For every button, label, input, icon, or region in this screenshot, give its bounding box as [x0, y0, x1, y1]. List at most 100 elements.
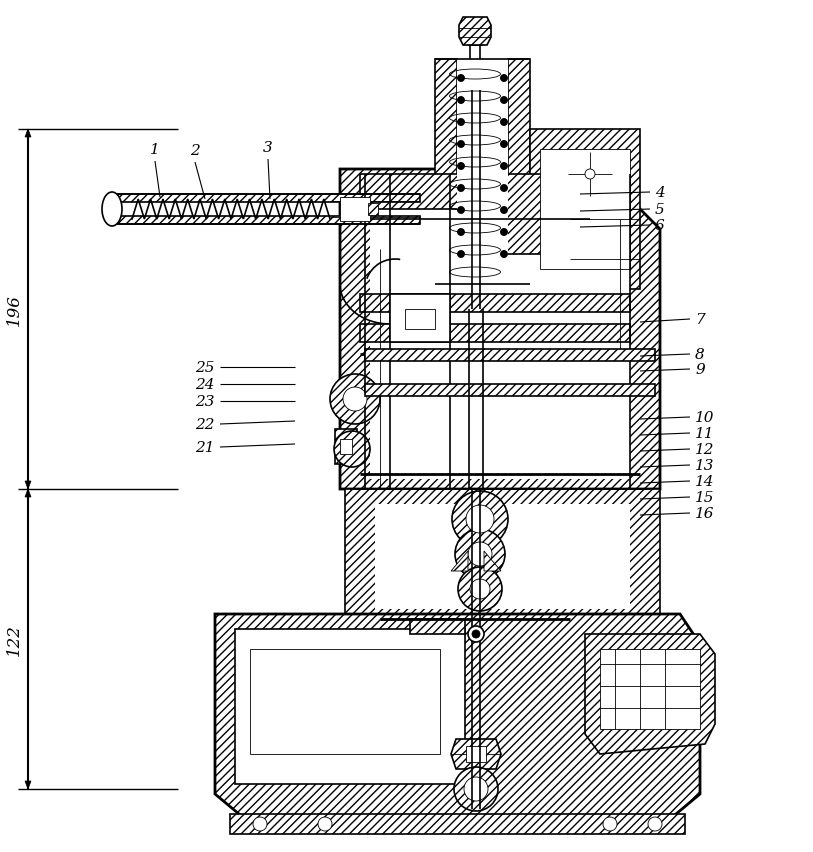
Circle shape [458, 185, 464, 193]
Text: 5: 5 [655, 203, 665, 216]
Circle shape [501, 207, 507, 214]
Text: 22: 22 [195, 417, 215, 431]
Circle shape [468, 543, 492, 567]
Circle shape [318, 817, 332, 831]
Circle shape [501, 76, 507, 83]
Text: 14: 14 [695, 475, 715, 488]
Bar [410, 619, 465, 634]
Circle shape [648, 817, 662, 831]
Text: 12: 12 [695, 442, 715, 457]
Circle shape [458, 567, 502, 611]
Circle shape [501, 164, 507, 170]
Circle shape [464, 777, 488, 801]
Polygon shape [25, 781, 31, 789]
Circle shape [470, 579, 490, 599]
Polygon shape [25, 130, 31, 138]
Circle shape [343, 388, 367, 412]
Text: 3: 3 [263, 141, 273, 155]
Bar [530, 130, 640, 290]
Polygon shape [585, 634, 715, 754]
Bar [435, 60, 457, 285]
Bar [600, 649, 700, 729]
Bar [340, 440, 352, 454]
Bar [360, 295, 630, 313]
Circle shape [501, 229, 507, 236]
Text: 9: 9 [695, 363, 705, 377]
Bar [457, 60, 508, 285]
Text: 11: 11 [695, 427, 715, 440]
Bar [390, 295, 450, 343]
Circle shape [468, 626, 484, 642]
Polygon shape [459, 18, 491, 46]
Circle shape [458, 97, 464, 105]
Bar [230, 814, 685, 834]
Polygon shape [25, 489, 31, 498]
Circle shape [568, 153, 612, 197]
Text: 7: 7 [695, 313, 705, 326]
Bar [235, 630, 465, 784]
Polygon shape [340, 170, 660, 489]
Circle shape [458, 76, 464, 83]
Circle shape [458, 119, 464, 126]
Bar [375, 504, 630, 609]
Text: 15: 15 [695, 491, 715, 504]
Text: 24: 24 [195, 377, 215, 392]
Text: 2: 2 [190, 144, 200, 158]
Circle shape [501, 251, 507, 258]
Polygon shape [215, 614, 700, 819]
Circle shape [603, 817, 617, 831]
Text: 4: 4 [655, 186, 665, 199]
Text: 23: 23 [195, 394, 215, 408]
Circle shape [455, 529, 505, 579]
Text: 8: 8 [695, 348, 705, 361]
Bar [360, 325, 630, 343]
Bar [490, 175, 620, 255]
Circle shape [330, 375, 380, 424]
Text: 6: 6 [655, 219, 665, 233]
Bar [508, 60, 530, 285]
Circle shape [458, 141, 464, 148]
Bar [250, 649, 440, 754]
Text: 10: 10 [695, 411, 715, 424]
Bar [112, 216, 420, 225]
Circle shape [501, 97, 507, 105]
Circle shape [458, 207, 464, 214]
Text: 25: 25 [195, 360, 215, 375]
Bar [112, 195, 420, 203]
Bar [370, 180, 630, 480]
Bar [368, 204, 378, 216]
Polygon shape [451, 740, 501, 769]
Circle shape [501, 185, 507, 193]
Circle shape [334, 431, 370, 468]
Circle shape [472, 630, 480, 638]
Bar [365, 384, 655, 396]
Text: 21: 21 [195, 440, 215, 454]
Text: 16: 16 [695, 506, 715, 521]
Circle shape [458, 164, 464, 170]
Circle shape [501, 119, 507, 126]
Circle shape [452, 492, 508, 547]
Bar [360, 175, 490, 210]
Polygon shape [451, 551, 468, 572]
Polygon shape [484, 551, 501, 572]
Circle shape [501, 141, 507, 148]
Ellipse shape [102, 193, 122, 227]
Polygon shape [25, 481, 31, 489]
Circle shape [585, 170, 595, 180]
Bar [365, 349, 655, 361]
Bar [345, 489, 660, 625]
Bar [405, 309, 435, 330]
Text: 196: 196 [6, 294, 23, 325]
Circle shape [458, 251, 464, 258]
Circle shape [458, 229, 464, 236]
Text: 13: 13 [695, 458, 715, 473]
Bar [340, 198, 370, 222]
Text: 1: 1 [150, 143, 160, 157]
Bar [466, 746, 486, 762]
Bar [540, 150, 630, 270]
Circle shape [253, 817, 267, 831]
Circle shape [454, 767, 498, 811]
Circle shape [466, 505, 494, 533]
Text: 122: 122 [6, 624, 23, 655]
Bar [335, 429, 357, 464]
